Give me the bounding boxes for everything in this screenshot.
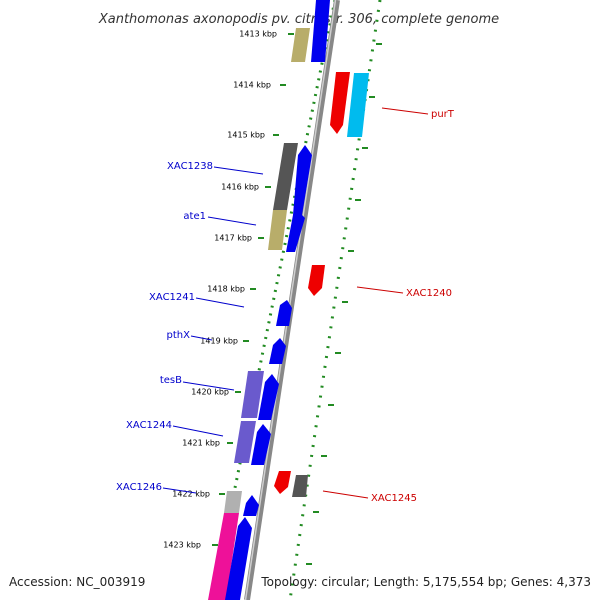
forward-strand-genes bbox=[225, 0, 330, 600]
cds-block-gray[interactable] bbox=[273, 143, 298, 210]
forward-gene-arrow[interactable] bbox=[269, 338, 286, 364]
forward-gene-arrow[interactable] bbox=[225, 517, 252, 600]
reverse-gene-labels: purT XAC1240 XAC1245 bbox=[322, 107, 455, 504]
label-leader-line bbox=[322, 490, 369, 499]
gene-label-pthx[interactable]: pthX bbox=[167, 330, 191, 341]
forward-gene-arrow[interactable] bbox=[286, 215, 305, 252]
kbp-tick-label: 1423 kbp bbox=[163, 541, 201, 550]
kbp-tick-label: 1414 kbp bbox=[233, 81, 271, 90]
map-title: Xanthomonas axonopodis pv. citri str. 30… bbox=[98, 12, 499, 27]
genome-summary-text: Topology: circular; Length: 5,175,554 bp… bbox=[260, 575, 591, 589]
reverse-gene-arrow[interactable] bbox=[330, 72, 350, 134]
gene-label-xac1244[interactable]: XAC1244 bbox=[126, 420, 172, 431]
kbp-scale: 1413 kbp 1414 kbp 1415 kbp 1416 kbp 1417… bbox=[163, 30, 294, 550]
gene-label-xac1240[interactable]: XAC1240 bbox=[406, 288, 452, 299]
forward-gene-labels: XAC1238 ate1 XAC1241 pthX tesB XAC1244 X… bbox=[116, 161, 264, 494]
gene-label-xac1238[interactable]: XAC1238 bbox=[167, 161, 213, 172]
cds-block-pink[interactable] bbox=[208, 513, 239, 600]
kbp-tick-label: 1416 kbp bbox=[221, 183, 259, 192]
cds-block-purple[interactable] bbox=[234, 421, 256, 463]
label-leader-line bbox=[195, 297, 245, 308]
cds-block-lightgray[interactable] bbox=[224, 491, 242, 513]
label-leader-line bbox=[356, 286, 404, 294]
kbp-tick-label: 1419 kbp bbox=[200, 337, 238, 346]
reverse-gene-arrow[interactable] bbox=[308, 265, 325, 296]
accession-text: Accession: NC_003919 bbox=[9, 575, 145, 589]
gene-label-xac1245[interactable]: XAC1245 bbox=[371, 493, 417, 504]
reverse-cds-cyan[interactable] bbox=[347, 73, 369, 137]
gene-label-tesb[interactable]: tesB bbox=[160, 375, 182, 386]
label-leader-line bbox=[213, 166, 264, 175]
kbp-tick-label: 1418 kbp bbox=[207, 285, 245, 294]
forward-gene-arrow[interactable] bbox=[243, 495, 259, 516]
forward-gene-arrow[interactable] bbox=[258, 374, 279, 420]
gene-label-purt[interactable]: purT bbox=[431, 109, 455, 120]
genome-backbone-highlight bbox=[244, 0, 337, 601]
forward-gene-arrow[interactable] bbox=[311, 0, 330, 62]
label-leader-line bbox=[190, 335, 213, 341]
kbp-tick-label: 1422 kbp bbox=[172, 490, 210, 499]
cds-block-khaki[interactable] bbox=[268, 210, 287, 250]
kbp-tick-label: 1417 kbp bbox=[214, 234, 252, 243]
label-leader-line bbox=[162, 487, 197, 494]
reverse-gene-arrow[interactable] bbox=[274, 471, 291, 494]
forward-gene-arrow[interactable] bbox=[293, 145, 312, 215]
cds-block-khaki[interactable] bbox=[291, 28, 310, 62]
forward-gene-arrow[interactable] bbox=[276, 300, 292, 326]
kbp-tick-label: 1420 kbp bbox=[191, 388, 229, 397]
gene-label-xac1246[interactable]: XAC1246 bbox=[116, 482, 162, 493]
kbp-tick-label: 1415 kbp bbox=[227, 131, 265, 140]
right-scale-ticks bbox=[306, 43, 382, 565]
kbp-tick-label: 1421 kbp bbox=[182, 439, 220, 448]
cds-block-purple[interactable] bbox=[241, 371, 264, 418]
reverse-cds-gray[interactable] bbox=[292, 475, 308, 497]
cds-feature-track bbox=[208, 28, 310, 600]
gene-label-xac1241[interactable]: XAC1241 bbox=[149, 292, 195, 303]
kbp-tick-label: 1413 kbp bbox=[239, 30, 277, 39]
reverse-strand-genes bbox=[274, 72, 369, 497]
label-leader-line bbox=[207, 216, 257, 226]
label-leader-line bbox=[172, 425, 224, 437]
label-leader-line bbox=[182, 381, 235, 391]
genome-backbone bbox=[244, 0, 340, 601]
forward-gene-arrow[interactable] bbox=[251, 424, 271, 465]
label-leader-line bbox=[381, 107, 429, 115]
gene-label-ate1[interactable]: ate1 bbox=[183, 211, 206, 222]
